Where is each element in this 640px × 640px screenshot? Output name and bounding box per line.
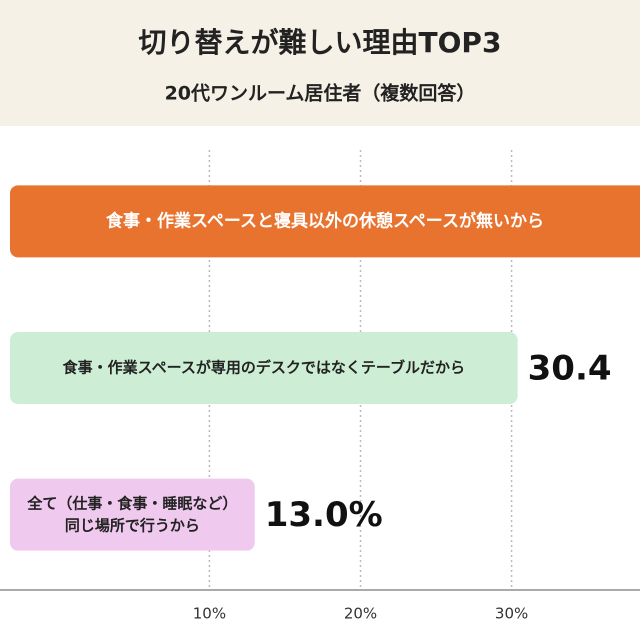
- x-tick-label: 30%: [495, 605, 528, 623]
- bar: [10, 332, 518, 404]
- header-band: [0, 0, 640, 126]
- bar: [10, 478, 255, 551]
- chart-title: 切り替えが難しい理由TOP3: [139, 26, 502, 59]
- bar: [10, 185, 640, 258]
- value-label: 13.0%: [265, 495, 383, 535]
- bar-label: 食事・作業スペースと寝具以外の休憩スペースが無いから: [106, 210, 544, 231]
- bar-label: 食事・作業スペースが専用のデスクではなくテーブルだから: [63, 359, 465, 377]
- value-label: 30.4: [528, 349, 612, 389]
- x-tick-label: 10%: [193, 605, 226, 623]
- x-tick-label: 20%: [344, 605, 377, 623]
- bar-label: 全て（仕事・食事・睡眠など）同じ場所で行うから: [26, 494, 237, 534]
- chart-subtitle: 20代ワンルーム居住者（複数回答）: [165, 82, 476, 105]
